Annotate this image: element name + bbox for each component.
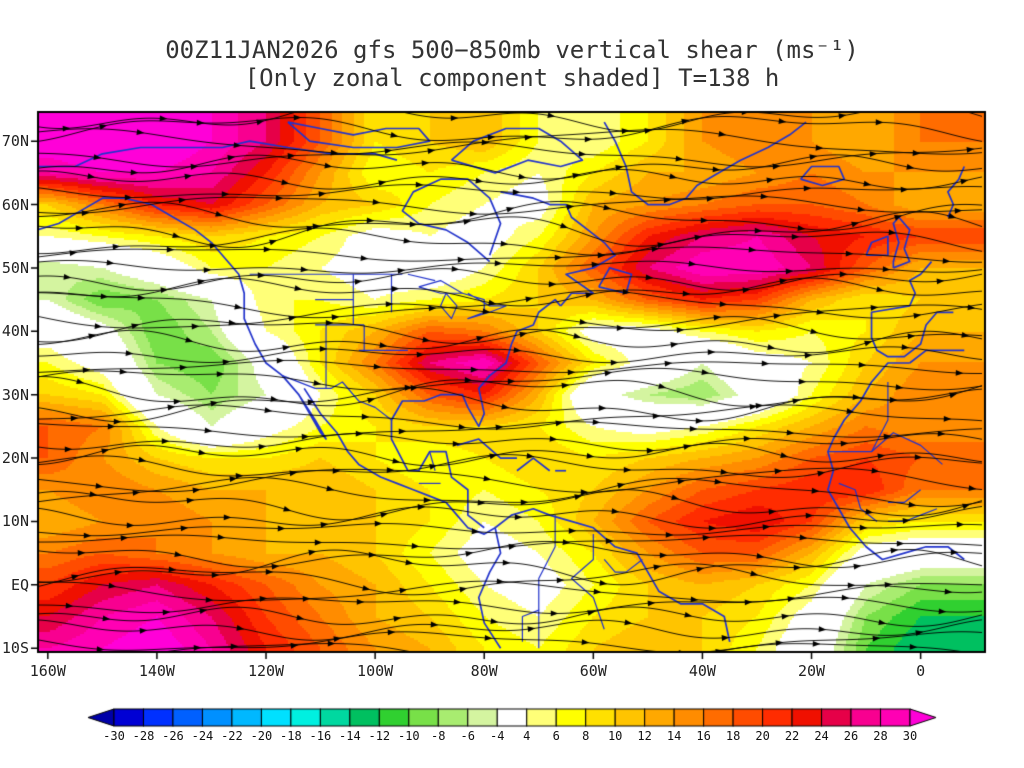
colorbar-tick-label: -10 <box>397 729 420 743</box>
colorbar-tick-label: 6 <box>552 729 560 743</box>
colorbar-tick-label: -30 <box>103 729 125 743</box>
y-tick-label: 20N <box>1 449 29 468</box>
colorbar-tick-label: 28 <box>873 729 888 743</box>
colorbar-tick-label: -14 <box>339 729 361 743</box>
y-tick-label: 10S <box>1 639 29 658</box>
colorbar-tick-label: 10 <box>607 729 623 743</box>
colorbar-tick-label: 16 <box>696 729 711 743</box>
colorbar-tick-label: 24 <box>814 729 829 743</box>
x-tick-label: 20W <box>797 662 826 680</box>
colorbar-tick-label: -8 <box>431 729 446 743</box>
colorbar-tick-label: -4 <box>490 729 505 743</box>
x-tick-label: 140W <box>138 662 175 680</box>
colorbar-tick-label: -26 <box>162 729 184 743</box>
colorbar-tick-label: -24 <box>191 729 214 743</box>
colorbar-tick-label: -22 <box>221 729 243 743</box>
colorbar-tick-label: 14 <box>666 729 682 743</box>
y-tick-label: 70N <box>1 132 29 151</box>
colorbar-tick-label: -6 <box>460 729 475 743</box>
chart-title-block: 00Z11JAN2026 gfs 500−850mb vertical shea… <box>0 36 1024 92</box>
x-tick-label: 120W <box>247 662 285 680</box>
colorbar-tick-label: 22 <box>784 729 800 743</box>
colorbar-tick-label: 12 <box>637 729 652 743</box>
x-tick-label: 40W <box>688 662 716 680</box>
chart-title-line1: 00Z11JAN2026 gfs 500−850mb vertical shea… <box>165 36 859 64</box>
colorbar-tick-label: 20 <box>755 729 770 743</box>
x-tick-label: 0 <box>916 662 926 680</box>
colorbar-tick-label: -20 <box>250 729 273 743</box>
x-tick-label: 60W <box>579 662 607 680</box>
colorbar-tick-label: -28 <box>132 729 155 743</box>
y-tick-label: 10N <box>1 512 29 531</box>
colorbar-tick-label: 26 <box>843 729 859 743</box>
y-tick-label: 50N <box>1 258 29 277</box>
x-tick-label: 160W <box>29 662 66 680</box>
x-tick-label: 80W <box>470 662 498 680</box>
y-tick-label: 30N <box>1 385 29 404</box>
chart-title-line2: [Only zonal component shaded] T=138 h <box>244 64 780 92</box>
colorbar-tick-label: 18 <box>725 729 741 743</box>
colorbar-tick-label: 8 <box>582 729 590 743</box>
y-tick-label: 60N <box>1 195 29 214</box>
colorbar-tick-label: -12 <box>368 729 391 743</box>
y-tick-label: EQ <box>10 575 29 594</box>
colorbar-tick-label: -16 <box>309 729 332 743</box>
colorbar-tick-label: 4 <box>523 729 531 743</box>
y-tick-label: 40N <box>1 322 29 341</box>
colorbar-tick-label: 30 <box>902 729 918 743</box>
x-tick-label: 100W <box>357 662 394 680</box>
colorbar-tick-label: -18 <box>280 729 302 743</box>
